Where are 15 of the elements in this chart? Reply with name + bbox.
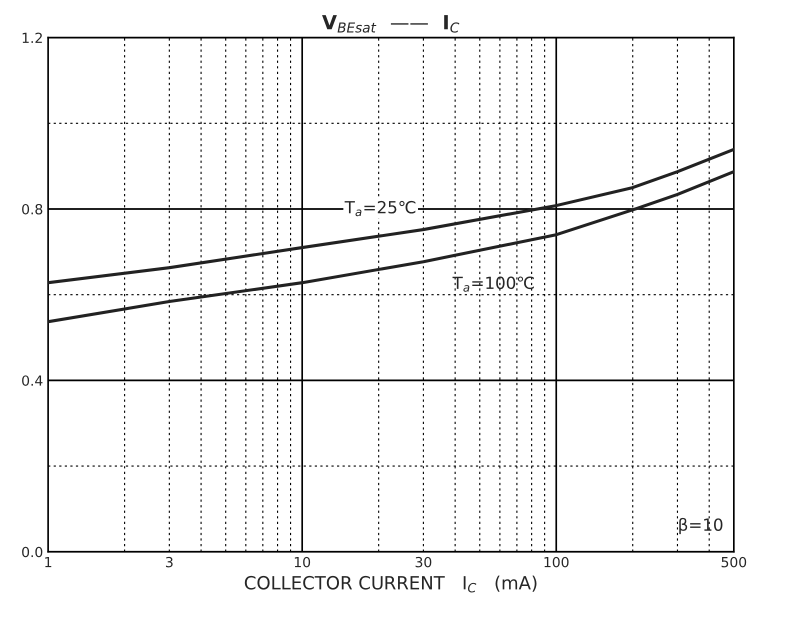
- chart-title: V$_{BEsat}$ —— I$_{C}$: [322, 15, 460, 33]
- y-tick-label: 1.2: [22, 32, 42, 43]
- y-tick-label: 0.8: [22, 204, 42, 214]
- x-tick-label: 100: [544, 556, 569, 568]
- x-tick-label: 30: [416, 556, 432, 568]
- annotation: T$_{a}$=100℃: [452, 276, 534, 292]
- x-tick-label: 1: [45, 557, 52, 568]
- x-tick-label: 500: [722, 556, 746, 568]
- text: COLLECTOR CURRENT I$_{C}$ (mA): [244, 576, 536, 592]
- annotation: T$_{a}$=25℃: [344, 200, 416, 216]
- x-tick-label: 3: [166, 556, 173, 568]
- y-tick-label: 0.0: [22, 546, 42, 558]
- x-tick-label: 10: [294, 556, 310, 568]
- y-tick-label: 0.4: [22, 375, 42, 386]
- annotation: β=10: [679, 518, 722, 534]
